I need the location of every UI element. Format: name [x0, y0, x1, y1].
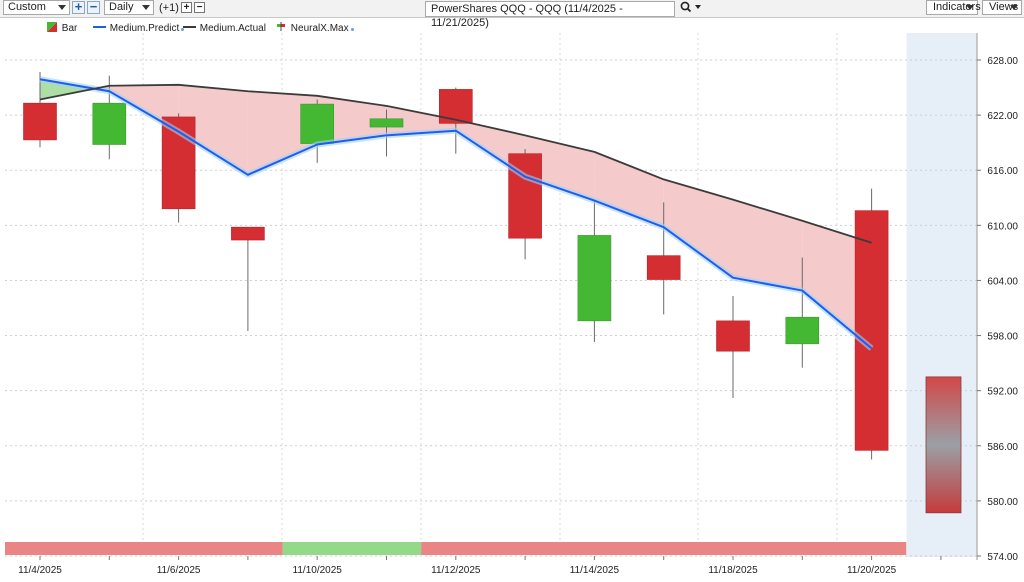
y-tick-label: 586.00 [987, 442, 1018, 453]
signal-strip [5, 542, 907, 555]
x-axis-ticks: 11/4/2025 11/6/2025 11/10/2025 11/12/2025 11… [18, 556, 942, 576]
views-button[interactable]: Views [982, 0, 1022, 15]
chevron-down-icon [58, 5, 66, 10]
x-tick-label: 11/4/2025 [18, 565, 62, 576]
legend-actual[interactable]: Medium.Actual [183, 22, 266, 35]
series-lines [39, 76, 874, 351]
indicators-button[interactable]: Indicators [926, 0, 981, 15]
y-tick-label: 592.00 [987, 387, 1018, 398]
y-tick-label: 604.00 [987, 276, 1018, 287]
legend-bar-label: Bar [61, 23, 78, 34]
candle [23, 71, 57, 148]
views-label: Views [989, 1, 1019, 13]
legend-actual-label: Medium.Actual [199, 23, 266, 34]
offset-minus-button[interactable]: − [194, 2, 205, 13]
neuralx-max-bar [925, 376, 962, 514]
settings-dot-icon [181, 28, 185, 31]
candle-body [231, 226, 265, 241]
plus-icon: + [183, 2, 190, 13]
x-tick-label: 11/20/2025 [847, 565, 897, 576]
forecast-band-segment [525, 135, 595, 201]
indicators-label: Indicators [933, 1, 981, 13]
gridlines [5, 33, 977, 557]
legend-bar[interactable]: Bar [47, 22, 77, 35]
x-tick-label: 11/6/2025 [157, 565, 201, 576]
offset-label: (+1) [159, 2, 179, 14]
line-swatch-icon [93, 26, 106, 28]
minus-icon: − [89, 0, 98, 14]
search-button[interactable] [679, 0, 703, 18]
zoom-in-button[interactable]: + [72, 0, 85, 14]
interval-combo[interactable]: Daily [104, 0, 154, 15]
x-tick-label: 11/12/2025 [431, 565, 481, 576]
y-tick-label: 580.00 [987, 497, 1018, 508]
candle-body [854, 210, 889, 451]
candle [785, 257, 820, 368]
candle [716, 296, 750, 399]
forecast-band-segment [594, 151, 664, 228]
chevron-down-icon [1010, 5, 1018, 10]
forecast-band-segment [317, 95, 387, 145]
plus-icon: + [74, 0, 83, 14]
forecast-band-segment [247, 91, 318, 175]
settings-dot-icon [350, 28, 354, 31]
bar-swatch-icon [47, 22, 57, 32]
legend-neuralx-label: NeuralX.Max [290, 23, 349, 34]
forecast-band-segment [733, 199, 803, 291]
actual-line [39, 83, 872, 244]
candle [577, 199, 612, 342]
y-tick-label: 628.00 [987, 56, 1018, 67]
offset-plus-button[interactable]: + [181, 2, 192, 13]
forecast-fill [40, 79, 872, 349]
forecast-band-segment [178, 84, 248, 175]
candle-body [92, 102, 127, 145]
candle-body [646, 255, 681, 280]
toolbar: Custom + − Daily (+1) + − PowerShares QQ… [0, 0, 1024, 29]
y-tick-label: 610.00 [987, 221, 1018, 232]
x-tick-label: 11/10/2025 [293, 565, 343, 576]
y-axis-ticks: 628.00 622.00 616.00 610.00 604.00 598.00 592.… [977, 56, 1018, 563]
candle-body [23, 102, 57, 141]
y-tick-label: 598.00 [987, 332, 1018, 343]
chart-title: PowerShares QQQ - QQQ (11/4/2025 - 11/21… [425, 1, 675, 29]
signal-segment [5, 542, 283, 555]
chevron-down-icon [142, 5, 150, 10]
candles [23, 71, 889, 460]
neuralx-swatch-icon [277, 22, 285, 31]
candle [92, 75, 127, 160]
chevron-down-icon [966, 5, 974, 10]
legend-predict-label: Medium.Predict [109, 23, 180, 34]
interval-combo-value: Daily [109, 1, 134, 13]
legend-neuralx[interactable]: NeuralX.Max [276, 22, 354, 35]
signal-segment [282, 542, 422, 555]
candle [231, 226, 265, 331]
search-icon [680, 1, 701, 13]
candle-body [369, 118, 404, 128]
candle [300, 99, 335, 163]
candle-body [300, 103, 335, 144]
predict-line [39, 78, 873, 350]
zoom-out-button[interactable]: − [87, 0, 100, 14]
line-swatch-icon [183, 26, 196, 28]
x-tick-label: 11/18/2025 [708, 565, 758, 576]
candle-body [785, 316, 820, 345]
candle-body [577, 235, 612, 322]
signal-segment [421, 542, 907, 555]
x-tick-label: 11/14/2025 [570, 565, 620, 576]
y-tick-label: 574.00 [987, 552, 1018, 563]
minus-icon: − [196, 2, 203, 13]
y-tick-label: 616.00 [987, 166, 1018, 177]
neuralx-max [925, 376, 962, 514]
period-combo-value: Custom [8, 1, 46, 13]
candle-body [716, 320, 750, 352]
candle [854, 188, 889, 460]
forecast-band-segment [663, 179, 733, 278]
forecast-band-segment [802, 220, 872, 349]
forecast-band-segment [386, 105, 456, 136]
legend-predict[interactable]: Medium.Predict [93, 22, 185, 35]
candle [646, 202, 681, 315]
period-combo[interactable]: Custom [3, 0, 70, 15]
y-tick-label: 622.00 [987, 111, 1018, 122]
